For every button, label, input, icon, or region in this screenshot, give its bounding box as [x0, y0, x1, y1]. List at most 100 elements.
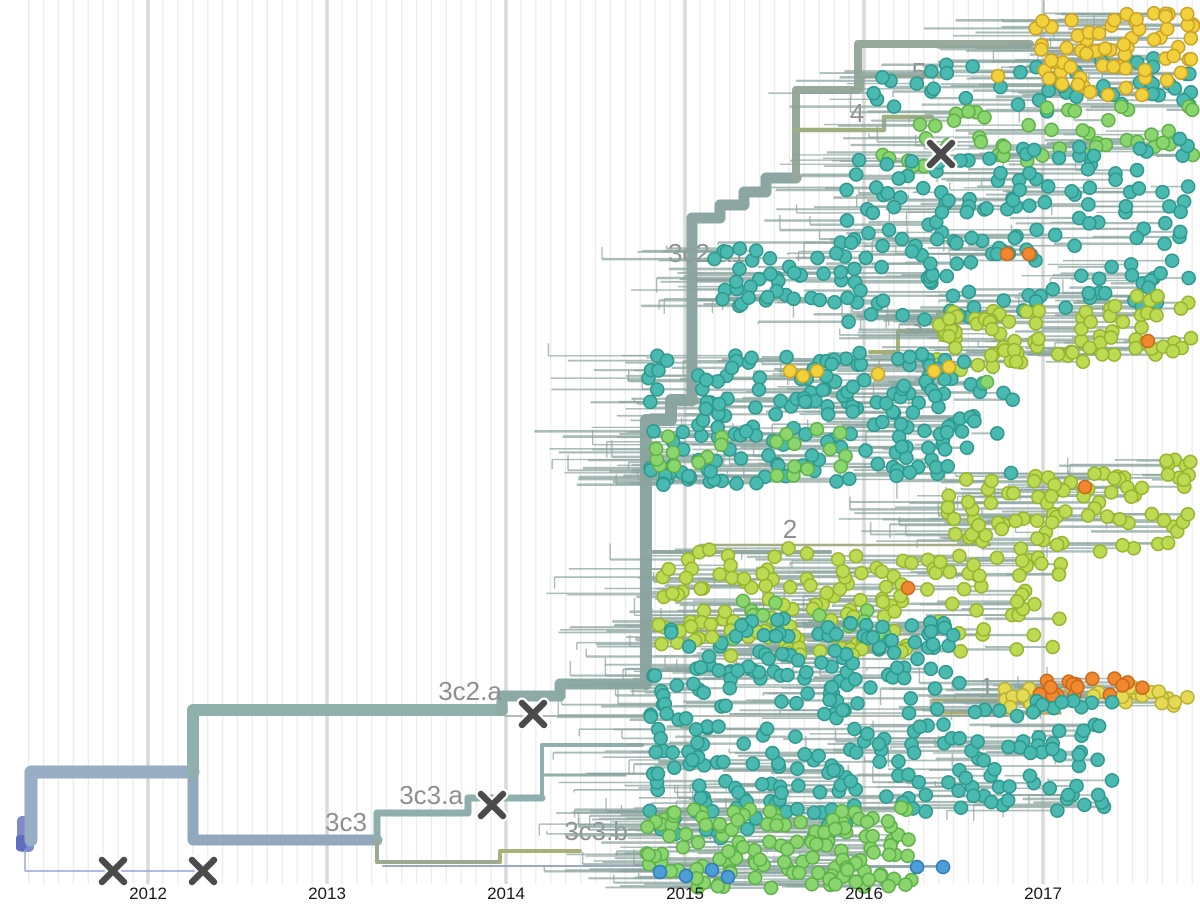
- tip-dot[interactable]: [711, 719, 726, 734]
- tip-dot[interactable]: [774, 785, 789, 800]
- tip-dot[interactable]: [1146, 32, 1162, 47]
- tip-dot[interactable]: [880, 813, 896, 829]
- tip-dot[interactable]: [1092, 544, 1108, 559]
- tip-dot[interactable]: [929, 231, 945, 247]
- tip-dot[interactable]: [1047, 227, 1063, 243]
- tip-dot[interactable]: [648, 441, 664, 457]
- tip-dot[interactable]: [756, 628, 772, 643]
- tip-dot[interactable]: [1155, 135, 1171, 151]
- tip-dot[interactable]: [833, 264, 848, 280]
- tip-dot[interactable]: [1044, 122, 1059, 138]
- tip-dot[interactable]: [1090, 787, 1106, 803]
- tip-dot[interactable]: [732, 261, 747, 277]
- tip-dot[interactable]: [923, 64, 939, 79]
- tip-dot[interactable]: [1173, 204, 1188, 220]
- tip-dot[interactable]: [699, 372, 714, 388]
- tip-dot[interactable]: [927, 388, 943, 404]
- tip-dot[interactable]: [1045, 639, 1060, 655]
- tip-dot[interactable]: [804, 876, 820, 892]
- tip-dot[interactable]: [822, 692, 837, 708]
- tip-dot[interactable]: [654, 636, 669, 652]
- tip-dot[interactable]: [659, 353, 675, 368]
- tip-dot[interactable]: [1167, 694, 1183, 710]
- tip-dot[interactable]: [730, 663, 746, 679]
- tip-dot[interactable]: [1003, 465, 1019, 481]
- tip-dot[interactable]: [1165, 343, 1181, 359]
- tip-dot[interactable]: [651, 617, 667, 633]
- tip-dot[interactable]: [902, 465, 918, 480]
- tip-dot[interactable]: [904, 244, 920, 259]
- tip-dot[interactable]: [693, 790, 708, 806]
- tip-dot[interactable]: [905, 405, 921, 420]
- tip-dot[interactable]: [1025, 705, 1041, 720]
- tip-dot[interactable]: [789, 834, 805, 850]
- tip-dot[interactable]: [1077, 797, 1092, 813]
- tip-dot[interactable]: [793, 814, 808, 830]
- tip-dot[interactable]: [1115, 538, 1130, 553]
- tip-dot[interactable]: [814, 655, 829, 670]
- tip-dot[interactable]: [941, 775, 956, 790]
- tip-dot[interactable]: [718, 698, 733, 714]
- tip-dot[interactable]: [691, 454, 706, 470]
- tip-dot[interactable]: [1108, 172, 1123, 188]
- tip-dot[interactable]: [736, 571, 752, 587]
- tip-dot[interactable]: [779, 426, 794, 442]
- tip-dot[interactable]: [847, 672, 863, 687]
- tip-dot[interactable]: [881, 878, 896, 894]
- tip-dot[interactable]: [1070, 77, 1086, 92]
- tip-dot[interactable]: [863, 680, 878, 695]
- tip-dot[interactable]: [874, 564, 890, 579]
- tip-dot[interactable]: [839, 213, 855, 228]
- trunk-branch[interactable]: [375, 838, 502, 864]
- tip-dot[interactable]: [1118, 80, 1134, 96]
- tip-dot[interactable]: [812, 784, 828, 800]
- tip-dot[interactable]: [949, 235, 964, 251]
- tip-dot[interactable]: [886, 99, 902, 114]
- tip-dot[interactable]: [881, 847, 897, 863]
- tip-dot[interactable]: [1022, 198, 1037, 213]
- tip-dot[interactable]: [952, 731, 967, 746]
- tip-dot[interactable]: [1144, 506, 1160, 522]
- tip-dot[interactable]: [1159, 453, 1174, 469]
- tip-dot[interactable]: [768, 406, 783, 422]
- tip-dot[interactable]: [769, 468, 785, 483]
- tip-dot[interactable]: [1076, 723, 1091, 738]
- tip-dot[interactable]: [967, 413, 982, 429]
- tip-dot[interactable]: [1051, 723, 1067, 739]
- tip-dot[interactable]: [1091, 271, 1107, 287]
- tip-dot[interactable]: [1183, 51, 1199, 67]
- tip-dot[interactable]: [678, 868, 694, 884]
- tip-dot[interactable]: [872, 754, 887, 770]
- tip-dot[interactable]: [1071, 747, 1087, 762]
- tip-dot[interactable]: [782, 363, 798, 379]
- tip-dot[interactable]: [901, 767, 916, 782]
- tip-dot[interactable]: [854, 565, 869, 581]
- tip-dot[interactable]: [1050, 346, 1066, 362]
- tip-dot[interactable]: [848, 745, 864, 760]
- tip-dot[interactable]: [858, 443, 873, 458]
- tip-dot[interactable]: [701, 649, 717, 664]
- tip-dot[interactable]: [722, 680, 738, 696]
- tip-dot[interactable]: [891, 171, 907, 186]
- tip-dot[interactable]: [1172, 224, 1188, 240]
- tip-dot[interactable]: [875, 414, 890, 430]
- tip-dot[interactable]: [912, 719, 928, 735]
- tip-dot[interactable]: [951, 783, 966, 799]
- trunk-branch[interactable]: [496, 678, 652, 716]
- tip-dot[interactable]: [870, 366, 886, 382]
- tip-dot[interactable]: [879, 156, 895, 172]
- tip-dot[interactable]: [1059, 40, 1074, 56]
- tip-dot[interactable]: [860, 726, 875, 742]
- tip-dot[interactable]: [1114, 99, 1129, 115]
- tip-dot[interactable]: [703, 616, 719, 632]
- tip-dot[interactable]: [1051, 567, 1067, 582]
- tip-dot[interactable]: [1153, 265, 1168, 281]
- tip-dot[interactable]: [686, 676, 701, 692]
- tip-dot[interactable]: [1180, 690, 1195, 705]
- tip-dot[interactable]: [681, 468, 696, 484]
- tip-dot[interactable]: [713, 437, 729, 452]
- tip-dot[interactable]: [1134, 320, 1149, 335]
- tip-dot[interactable]: [848, 874, 864, 890]
- tip-dot[interactable]: [733, 451, 749, 466]
- tip-dot[interactable]: [667, 805, 682, 820]
